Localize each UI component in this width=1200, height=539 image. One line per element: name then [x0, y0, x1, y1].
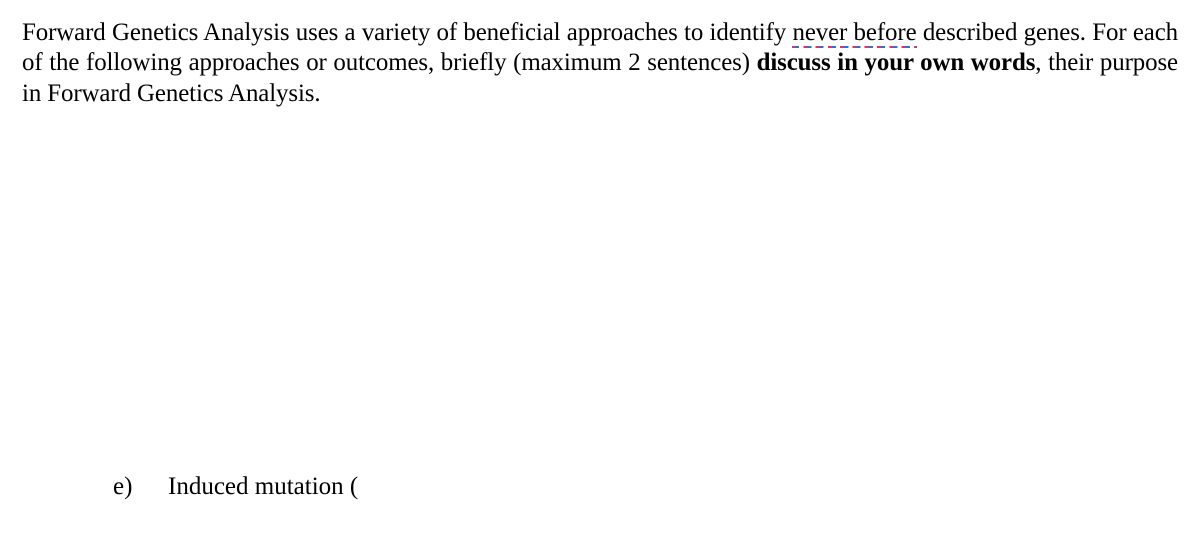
prompt-text: Forward Genetics Analysis uses a variety…: [22, 19, 792, 46]
trailing-paren: (: [350, 473, 358, 500]
list-item-e: e)Induced mutation (: [113, 473, 358, 501]
prompt-bold: words: [971, 49, 1036, 76]
spelling-underline-phrase: never before: [792, 19, 916, 48]
fade-gradient: [0, 108, 1200, 178]
item-text: Induced mutation: [168, 473, 350, 500]
prompt-bold: discuss in your own: [757, 49, 965, 76]
item-enum: e): [113, 473, 168, 501]
question-prompt: Forward Genetics Analysis uses a variety…: [22, 18, 1178, 109]
page: Forward Genetics Analysis uses a variety…: [0, 0, 1200, 539]
prompt-text: described genes.: [917, 19, 1086, 46]
